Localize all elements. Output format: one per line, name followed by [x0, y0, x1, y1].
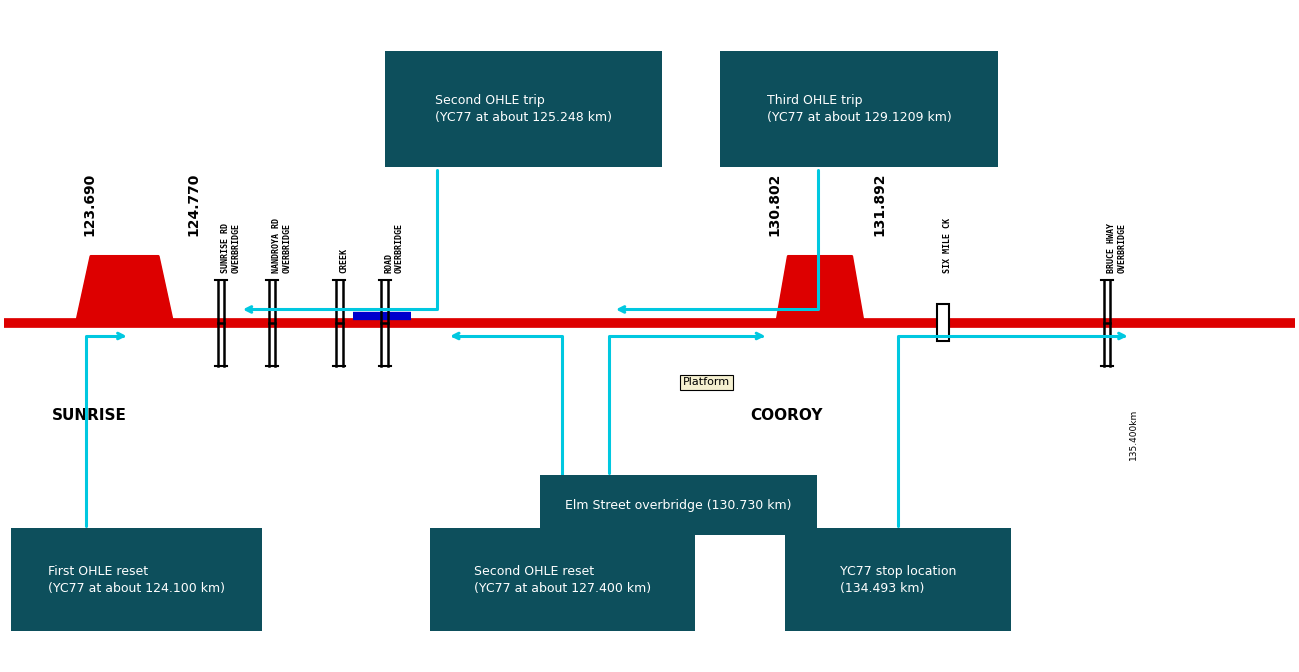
- Text: 124.770: 124.770: [187, 173, 201, 237]
- Text: Second OHLE trip
(YC77 at about 125.248 km): Second OHLE trip (YC77 at about 125.248 …: [435, 93, 612, 124]
- FancyBboxPatch shape: [540, 475, 817, 535]
- Text: Third OHLE trip
(YC77 at about 129.1209 km): Third OHLE trip (YC77 at about 129.1209 …: [766, 93, 952, 124]
- Text: 131.892: 131.892: [873, 173, 887, 237]
- Text: 130.802: 130.802: [768, 173, 782, 237]
- Text: CREEK: CREEK: [339, 248, 348, 273]
- Text: SIX MILE CK: SIX MILE CK: [943, 218, 952, 273]
- Text: Second OHLE reset
(YC77 at about 127.400 km): Second OHLE reset (YC77 at about 127.400…: [474, 565, 651, 595]
- Text: SUNRISE: SUNRISE: [52, 408, 127, 423]
- Text: COOROY: COOROY: [751, 408, 824, 423]
- Text: NANDROYA RD
OVERBRIDGE: NANDROYA RD OVERBRIDGE: [271, 218, 291, 273]
- Text: SUNRISE RD
OVERBRIDGE: SUNRISE RD OVERBRIDGE: [221, 223, 240, 273]
- FancyBboxPatch shape: [10, 528, 262, 631]
- Text: Platform: Platform: [683, 378, 730, 388]
- Text: YC77 stop location
(134.493 km): YC77 stop location (134.493 km): [839, 565, 956, 595]
- FancyBboxPatch shape: [385, 50, 662, 167]
- FancyBboxPatch shape: [721, 50, 998, 167]
- Text: BRUCE HWAY
OVERBRIDGE: BRUCE HWAY OVERBRIDGE: [1107, 223, 1126, 273]
- Text: 123.690: 123.690: [83, 173, 97, 237]
- FancyBboxPatch shape: [785, 528, 1011, 631]
- Text: First OHLE reset
(YC77 at about 124.100 km): First OHLE reset (YC77 at about 124.100 …: [48, 565, 225, 595]
- Polygon shape: [77, 256, 173, 323]
- Polygon shape: [777, 256, 864, 323]
- Text: Elm Street overbridge (130.730 km): Elm Street overbridge (130.730 km): [565, 499, 792, 512]
- Text: 135.400km: 135.400km: [1129, 409, 1138, 460]
- Bar: [938, 304, 950, 341]
- FancyBboxPatch shape: [430, 528, 695, 631]
- Text: ROAD
OVERBRIDGE: ROAD OVERBRIDGE: [385, 223, 404, 273]
